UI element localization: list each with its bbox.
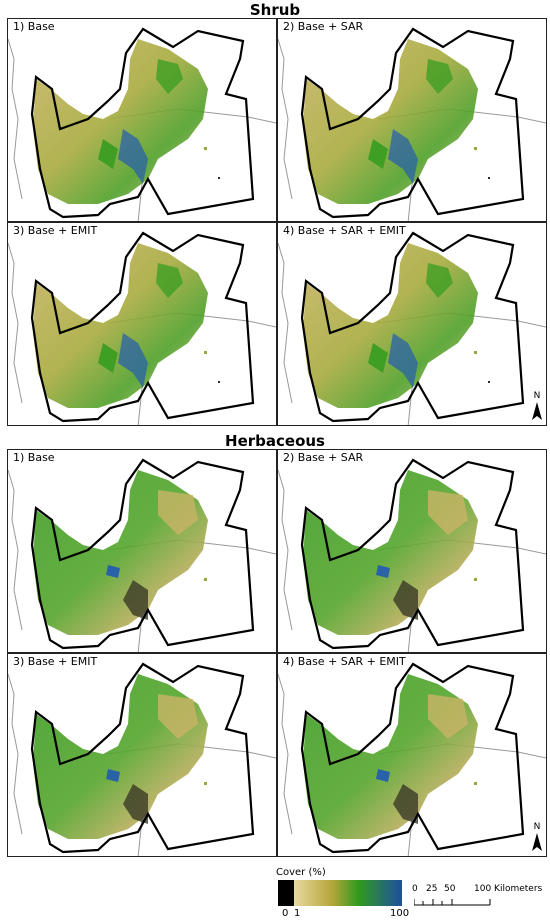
map-graphic <box>8 231 276 425</box>
scale-label-100: 100 Kilometers <box>474 884 543 894</box>
scale-label-50: 50 <box>444 884 456 894</box>
legend-tick-100: 100 <box>390 908 410 919</box>
map-graphic <box>8 27 276 221</box>
map-panel-shrub-base-emit: 3) Base + EMIT <box>7 222 277 426</box>
panel-label: 4) Base + SAR + EMIT <box>281 655 408 668</box>
north-arrow-icon: N <box>530 822 544 852</box>
panel-label: 2) Base + SAR <box>281 451 366 464</box>
north-label: N <box>533 822 541 832</box>
section-title-shrub: Shrub <box>249 1 301 19</box>
map-graphic <box>8 458 276 652</box>
panel-label: 1) Base <box>11 451 57 464</box>
legend-tick-1: 1 <box>294 908 301 919</box>
map-panel-herb-base-sar-emit: 4) Base + SAR + EMIT N <box>277 653 547 857</box>
map-panel-shrub-base: 1) Base <box>7 18 277 222</box>
map-panel-shrub-base-sar: 2) Base + SAR <box>277 18 547 222</box>
map-panel-herb-base-emit: 3) Base + EMIT <box>7 653 277 857</box>
legend-color-ramp <box>278 880 402 906</box>
north-arrow-icon: N <box>530 391 544 421</box>
map-graphic <box>278 662 546 856</box>
panel-label: 3) Base + EMIT <box>11 224 100 237</box>
scale-bar: 0 25 50 100 Kilometers <box>412 884 542 914</box>
map-graphic <box>278 27 546 221</box>
map-panel-herb-base: 1) Base <box>7 449 277 653</box>
section-title-herbaceous: Herbaceous <box>225 432 325 450</box>
panel-label: 4) Base + SAR + EMIT <box>281 224 408 237</box>
legend-title: Cover (%) <box>276 867 326 878</box>
panel-label: 2) Base + SAR <box>281 20 366 33</box>
north-label: N <box>533 391 541 401</box>
scale-label-25: 25 <box>426 884 438 894</box>
map-graphic <box>278 231 546 425</box>
map-graphic <box>8 662 276 856</box>
map-graphic <box>278 458 546 652</box>
map-panel-shrub-base-sar-emit: 4) Base + SAR + EMIT N <box>277 222 547 426</box>
map-panel-herb-base-sar: 2) Base + SAR <box>277 449 547 653</box>
panel-label: 1) Base <box>11 20 57 33</box>
panel-label: 3) Base + EMIT <box>11 655 100 668</box>
legend-tick-0: 0 <box>282 908 289 919</box>
scale-label-0: 0 <box>412 884 418 894</box>
